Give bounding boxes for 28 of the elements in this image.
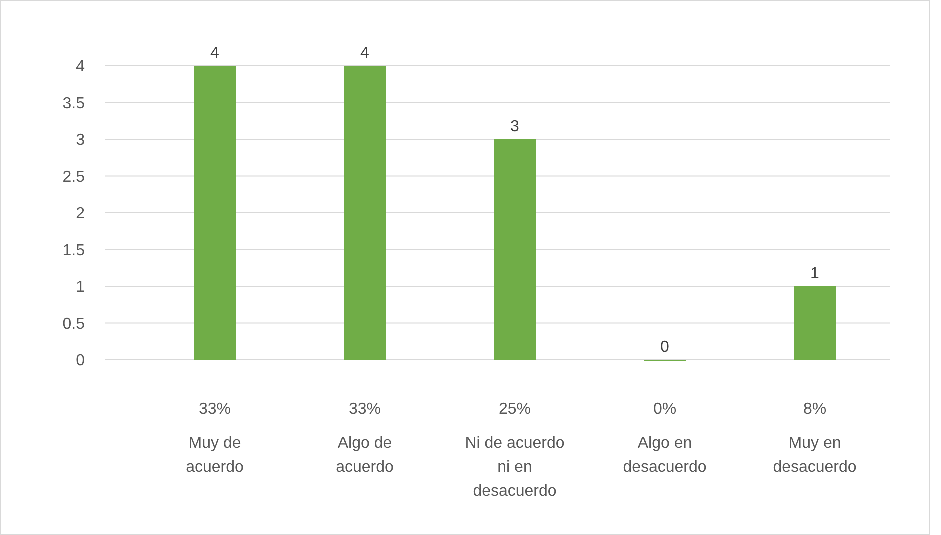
bar [194,66,236,360]
data-label: 4 [210,45,220,62]
x-tick-label: Muy de acuerdo [186,435,244,476]
y-tick-label: 1 [76,279,86,296]
data-label: 0 [660,339,670,356]
y-tick-label: 0.5 [62,316,86,333]
y-tick-label: 0 [76,352,86,370]
y-tick-label: 2 [76,206,86,223]
y-tick-label: 3 [76,132,86,150]
bar [344,66,386,360]
y-tick-label: 3.5 [62,95,86,112]
text: 33% [348,401,382,418]
text: 25% [498,401,532,418]
text: 8% [803,401,827,418]
data-label: 4 [360,45,370,62]
text: 0% [653,401,677,418]
data-label: 1 [810,266,820,282]
x-tick-label: Algo de acuerdo [336,435,394,476]
data-label: 3 [510,118,520,136]
bar [494,140,536,360]
bar [794,286,836,360]
y-tick-label: 2.5 [62,168,86,186]
x-tick-label: Algo en desacuerdo [623,435,707,476]
y-tick-label: 4 [76,58,86,76]
text: 33% [198,401,232,418]
x-tick-label: Muy en desacuerdo [773,435,857,476]
y-tick-label: 1.5 [62,242,86,260]
x-tick-label: Ni de acuerdo ni en desacuerdo [465,435,565,500]
